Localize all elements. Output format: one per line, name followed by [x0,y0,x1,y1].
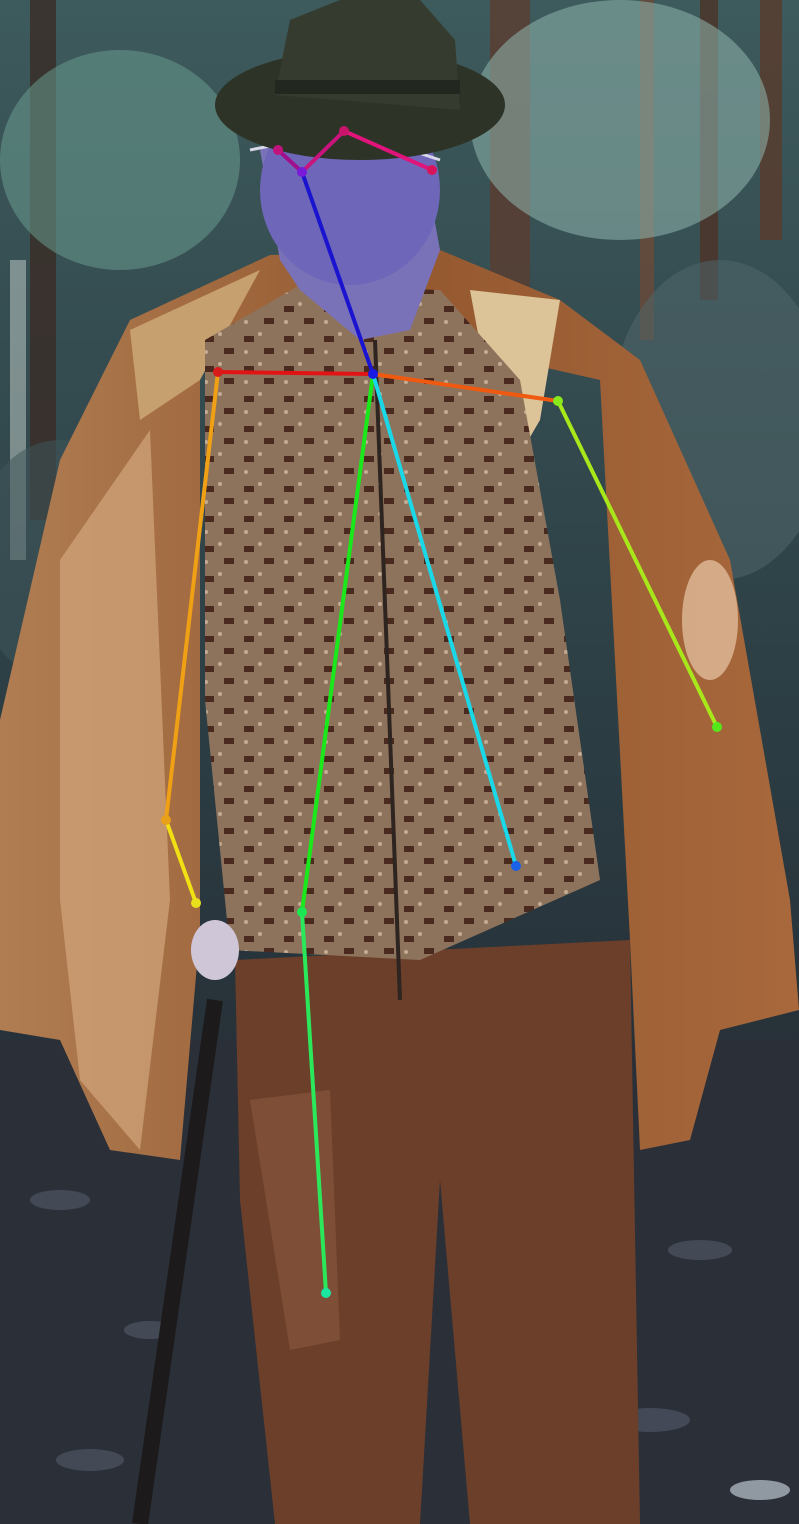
walking-stick [132,998,223,1524]
keypoint-left-shoulder [553,396,563,406]
keypoint-right-ear [427,165,437,175]
limb-left-eye-right-eye [300,129,346,174]
sweater [205,285,600,1001]
pose-skeleton [161,126,722,1298]
limb-neck-left-hip [371,372,518,868]
limb-neck-right-shoulder [216,370,375,376]
limb-right-eye-right-ear [342,129,434,172]
limb-right-elbow-right-wrist [164,818,198,905]
keypoint-right-eye [339,126,349,136]
keypoint-left-eye [273,145,283,155]
keypoint-right-shoulder [213,367,223,377]
limb-left-shoulder-left-elbow [556,399,719,729]
limb-neck-right-hip [300,372,375,914]
keypoint-left-elbow [712,722,722,732]
keypoint-nose [297,167,307,177]
keypoint-right-wrist [191,898,201,908]
limb-neck-left-shoulder [371,372,560,403]
keypoint-right-hip [297,907,307,917]
limb-nose-neck [300,170,375,376]
keypoint-right-elbow [161,815,171,825]
limb-right-shoulder-right-elbow [164,370,220,822]
hat [215,0,505,160]
keypoint-right-knee [321,1288,331,1298]
hand [191,920,239,980]
keypoint-left-hip [511,861,521,871]
limb-nose-left-eye [276,148,304,174]
limb-right-hip-right-knee [300,910,328,1295]
keypoint-neck [368,369,378,379]
